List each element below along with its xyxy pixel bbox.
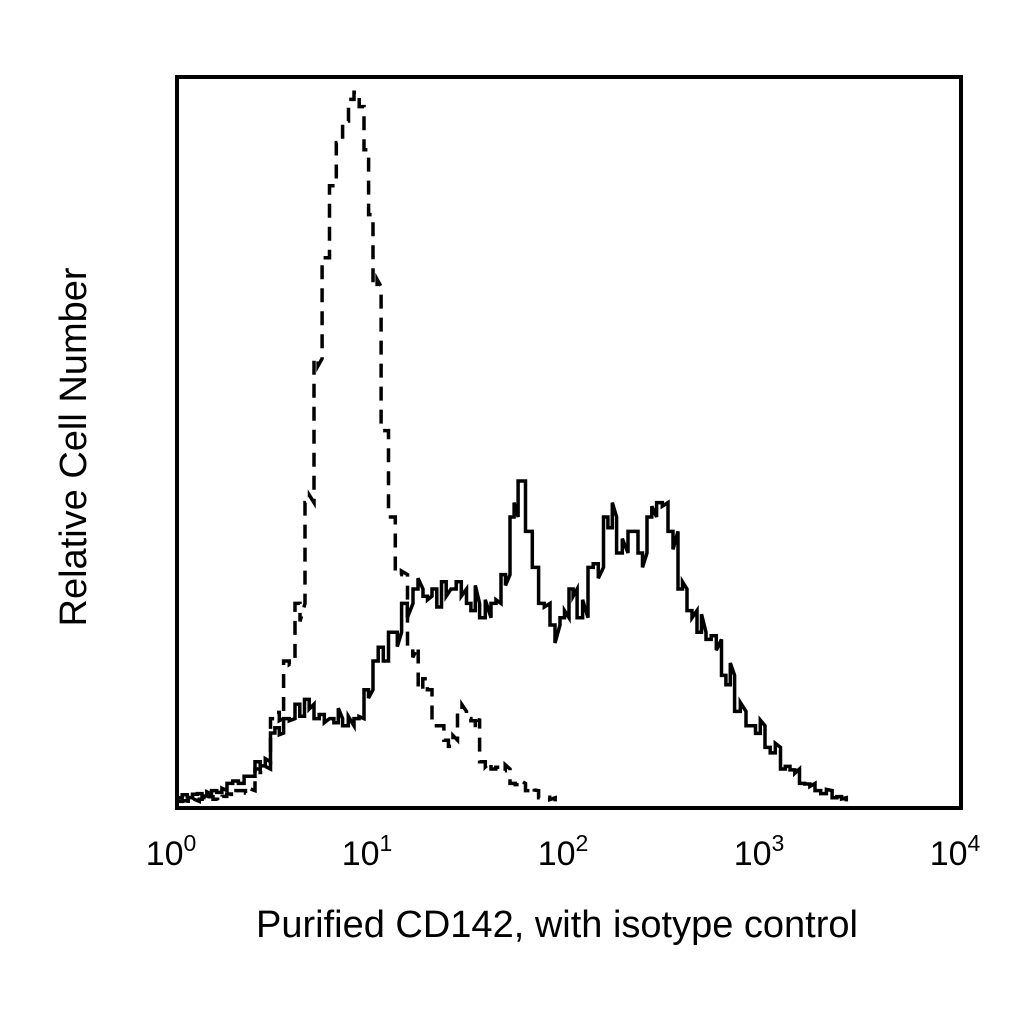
x-tick-exponent: 1 — [380, 830, 393, 856]
x-tick-exponent: 4 — [968, 830, 981, 856]
x-tick-labels: 100 101 102 103 104 — [146, 830, 981, 873]
series-layer — [177, 90, 849, 805]
x-axis-label: Purified CD142, with isotype control — [256, 904, 858, 946]
x-tick-label: 100 — [146, 830, 197, 873]
x-tick-base: 10 — [734, 835, 772, 873]
x-tick-base: 10 — [930, 835, 968, 873]
y-axis-label: Relative Cell Number — [53, 267, 95, 626]
x-tick-label: 104 — [930, 830, 981, 873]
x-tick-base: 10 — [342, 835, 380, 873]
x-tick-base: 10 — [146, 835, 184, 873]
plot-frame — [175, 75, 963, 810]
x-tick-base: 10 — [538, 835, 576, 873]
x-tick-exponent: 2 — [576, 830, 589, 856]
isotype-control-histogram — [177, 90, 557, 805]
x-tick-exponent: 0 — [184, 830, 197, 856]
x-tick-exponent: 3 — [772, 830, 785, 856]
x-tick-label: 103 — [734, 830, 785, 873]
x-tick-label: 102 — [538, 830, 589, 873]
cd142-histogram — [177, 479, 849, 802]
x-tick-label: 101 — [342, 830, 393, 873]
